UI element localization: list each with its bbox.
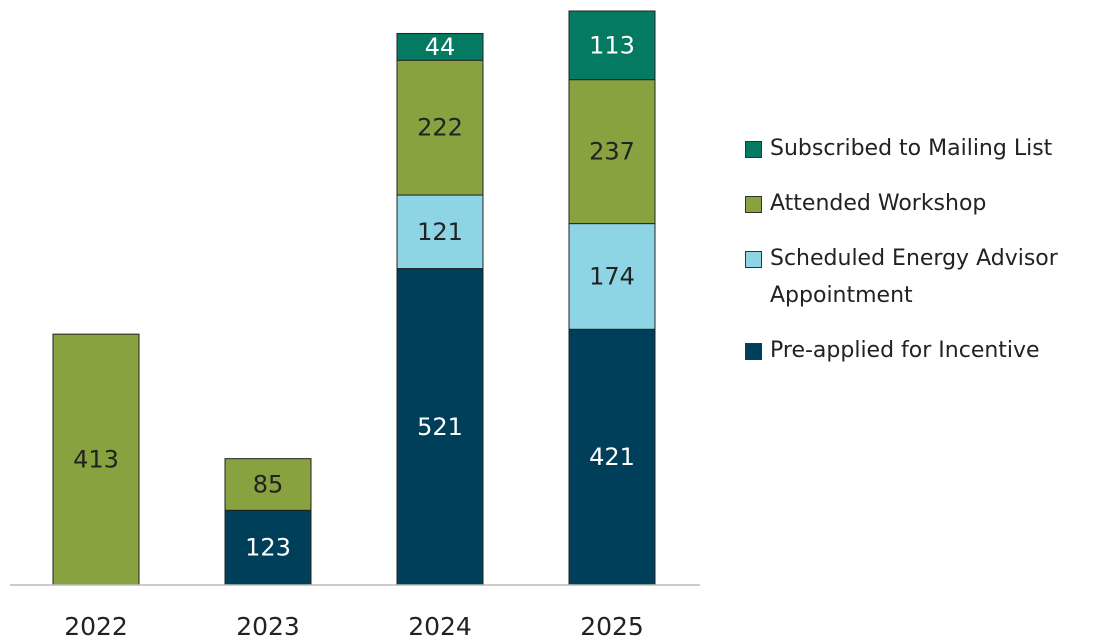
- data-label: 237: [589, 138, 635, 166]
- legend-label: Subscribed to Mailing List: [770, 136, 1053, 161]
- bar-segment: [568, 223, 656, 330]
- data-label: 413: [73, 446, 119, 474]
- legend-swatch: [745, 251, 762, 268]
- bar-segment: [568, 328, 656, 586]
- x-tick-label: 2024: [408, 612, 472, 641]
- legend-label: Attended Workshop: [770, 191, 987, 216]
- data-label: 222: [417, 114, 463, 142]
- bar-segment: [224, 509, 312, 586]
- data-label: 174: [589, 262, 635, 290]
- bar-segment: [396, 32, 484, 61]
- legend-swatch: [745, 196, 762, 213]
- legend-swatch: [745, 141, 762, 158]
- bar-segment: [568, 79, 656, 225]
- legend-item: Attended Workshop: [745, 185, 1112, 222]
- x-tick-label: 2022: [64, 612, 128, 641]
- legend-swatch: [745, 343, 762, 360]
- bar-segment: [396, 268, 484, 586]
- legend-item: Subscribed to Mailing List: [745, 130, 1112, 167]
- data-label: 521: [417, 413, 463, 441]
- bar-segment: [396, 194, 484, 270]
- data-label: 113: [589, 31, 635, 59]
- bar-segment: [224, 458, 312, 511]
- data-label: 44: [425, 33, 456, 61]
- data-label: 421: [589, 443, 635, 471]
- legend-item: Scheduled Energy Advisor Appointment: [745, 240, 1112, 314]
- data-label: 123: [245, 534, 291, 562]
- bar-segment: [568, 10, 656, 81]
- plot: 413 2022 123 85 2023 521 121 222 44 2024 421 174 237…: [10, 10, 700, 641]
- x-tick-label: 2023: [236, 612, 300, 641]
- x-tick-label: 2025: [580, 612, 644, 641]
- bar-segment: [396, 59, 484, 196]
- data-label: 121: [417, 218, 463, 246]
- legend-label: Pre-applied for Incentive: [770, 338, 1040, 363]
- legend-item: Pre-applied for Incentive: [745, 332, 1112, 369]
- data-label: 85: [253, 470, 284, 498]
- legend-label: Scheduled Energy Advisor Appointment: [770, 246, 1058, 308]
- legend: Subscribed to Mailing List Attended Works…: [745, 130, 1112, 387]
- bar-segment: [52, 333, 140, 586]
